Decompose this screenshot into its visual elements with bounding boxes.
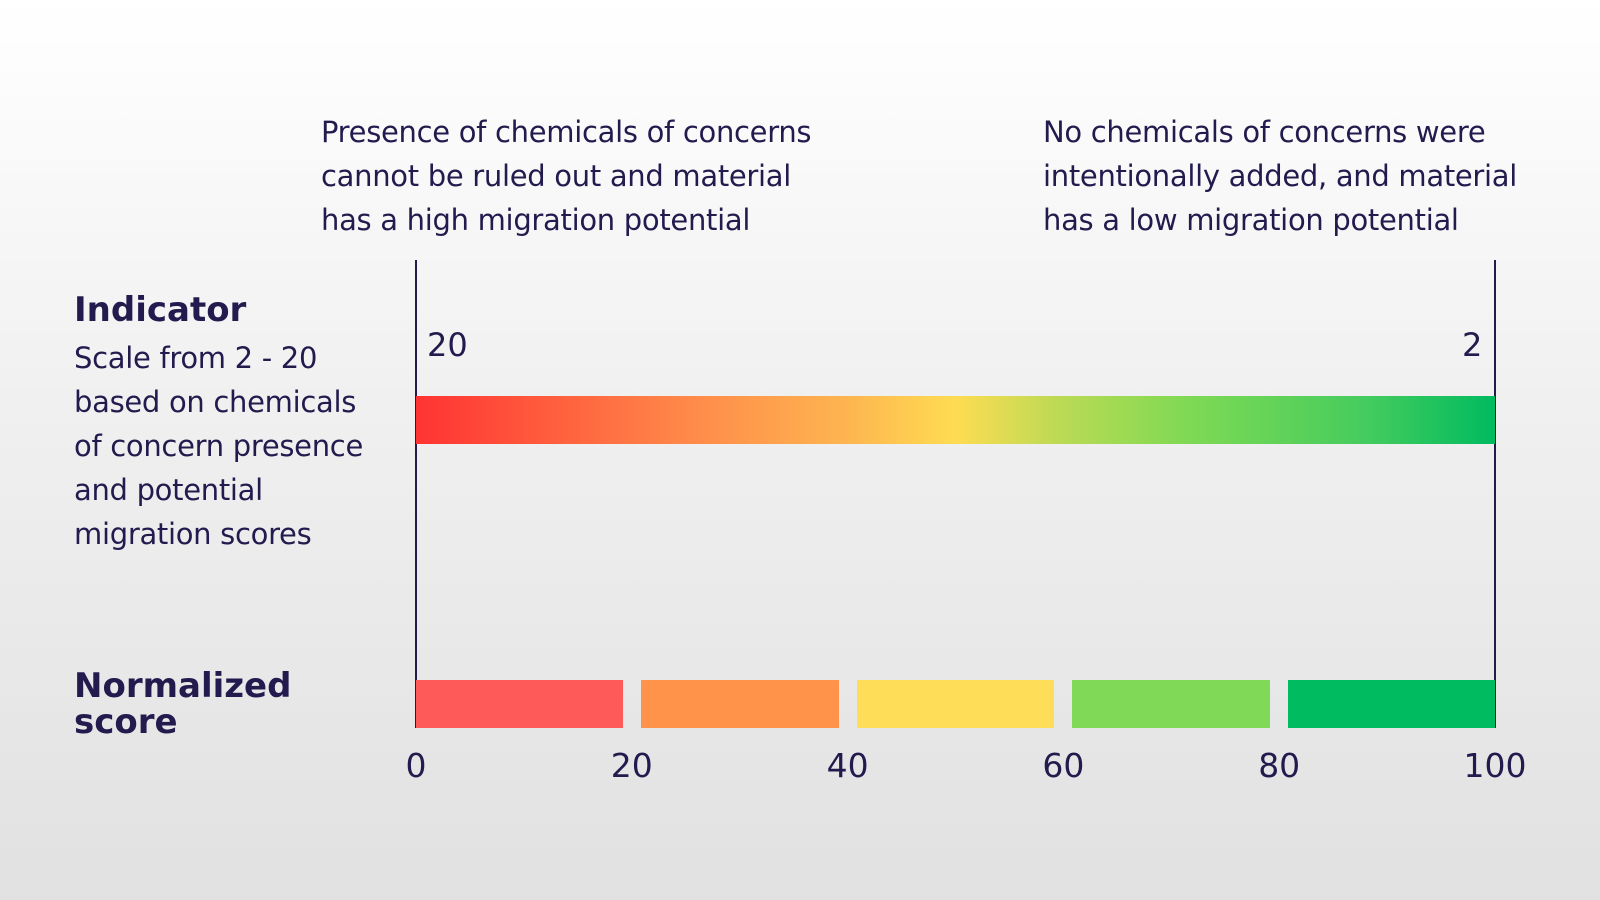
tick-label-0: 0: [405, 746, 427, 785]
right-boundary-line: [1494, 260, 1496, 728]
tick-label-60: 60: [1042, 746, 1085, 785]
score-segment-0-20: [416, 680, 623, 728]
tick-label-100: 100: [1463, 746, 1527, 785]
tick-label-20: 20: [610, 746, 653, 785]
score-segment-40-60: [856, 680, 1055, 728]
tick-label-40: 40: [826, 746, 869, 785]
indicator-title: Indicator: [74, 290, 247, 330]
left-boundary-line: [415, 260, 417, 728]
score-segment-20-40: [640, 680, 839, 728]
tick-label-80: 80: [1258, 746, 1301, 785]
normalized-score-title: Normalized score: [74, 666, 292, 742]
score-segment-60-80: [1072, 680, 1271, 728]
indicator-max-label: 20: [427, 326, 468, 364]
indicator-description: Scale from 2 - 20 based on chemicals of …: [74, 341, 363, 551]
indicator-gradient-bar: [416, 396, 1495, 444]
high-migration-annotation: Presence of chemicals of concerns cannot…: [321, 115, 812, 237]
score-segment-80-100: [1288, 680, 1495, 728]
low-migration-annotation: No chemicals of concerns were intentiona…: [1043, 115, 1518, 237]
indicator-min-label: 2: [1462, 326, 1483, 364]
